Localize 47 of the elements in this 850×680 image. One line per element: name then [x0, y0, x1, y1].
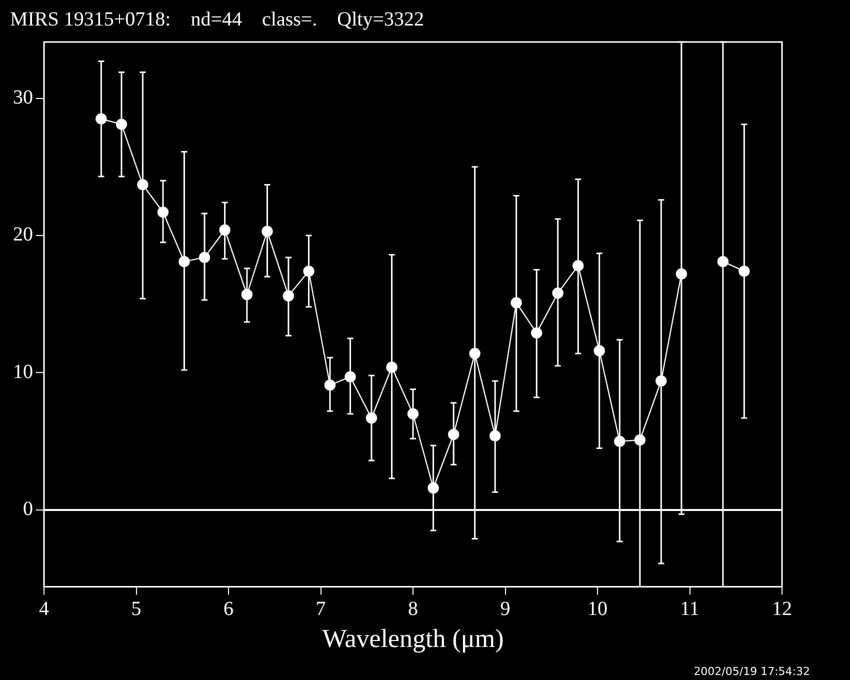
x-tick-label: 5: [131, 598, 142, 620]
x-tick-label: 9: [500, 598, 510, 620]
y-tick-label: 0: [23, 498, 33, 520]
point: [366, 412, 378, 424]
point: [324, 379, 336, 391]
chart-title: MIRS 19315+0718: nd=44 class=. Qlty=3322: [10, 8, 424, 30]
x-tick-label: 11: [680, 598, 700, 620]
point: [407, 408, 419, 420]
x-tick-label: 6: [224, 598, 234, 620]
point: [717, 256, 729, 268]
x-tick-label: 12: [772, 598, 792, 620]
point: [262, 226, 273, 237]
y-tick-label: 10: [13, 360, 33, 383]
x-tick-label: 8: [408, 598, 418, 620]
point: [614, 436, 626, 447]
y-tick-label: 20: [13, 224, 33, 246]
point: [137, 179, 148, 190]
point: [490, 430, 501, 442]
point: [510, 297, 522, 308]
y-tick-label: 30: [13, 86, 33, 109]
point: [428, 482, 439, 494]
point: [386, 362, 398, 373]
point: [448, 428, 460, 440]
point: [469, 348, 480, 360]
point: [594, 345, 605, 356]
point: [178, 256, 190, 268]
point: [738, 266, 750, 277]
x-tick-label: 4: [39, 598, 49, 620]
point: [531, 327, 542, 339]
point: [241, 288, 253, 300]
x-tick-label: 7: [316, 598, 326, 620]
point: [116, 118, 128, 130]
point: [572, 260, 584, 272]
x-axis-title: Wavelength (μm): [322, 624, 504, 654]
point: [656, 375, 667, 387]
point: [344, 371, 356, 382]
point: [676, 268, 688, 280]
point: [96, 113, 107, 124]
point: [219, 224, 230, 236]
point: [303, 266, 314, 277]
text: 2002/05/19 17:54:32: [694, 665, 810, 678]
x-tick-label: 10: [588, 598, 608, 620]
point: [157, 206, 169, 218]
point: [198, 252, 210, 264]
point: [282, 290, 294, 302]
point: [552, 288, 564, 299]
point: [634, 434, 646, 446]
